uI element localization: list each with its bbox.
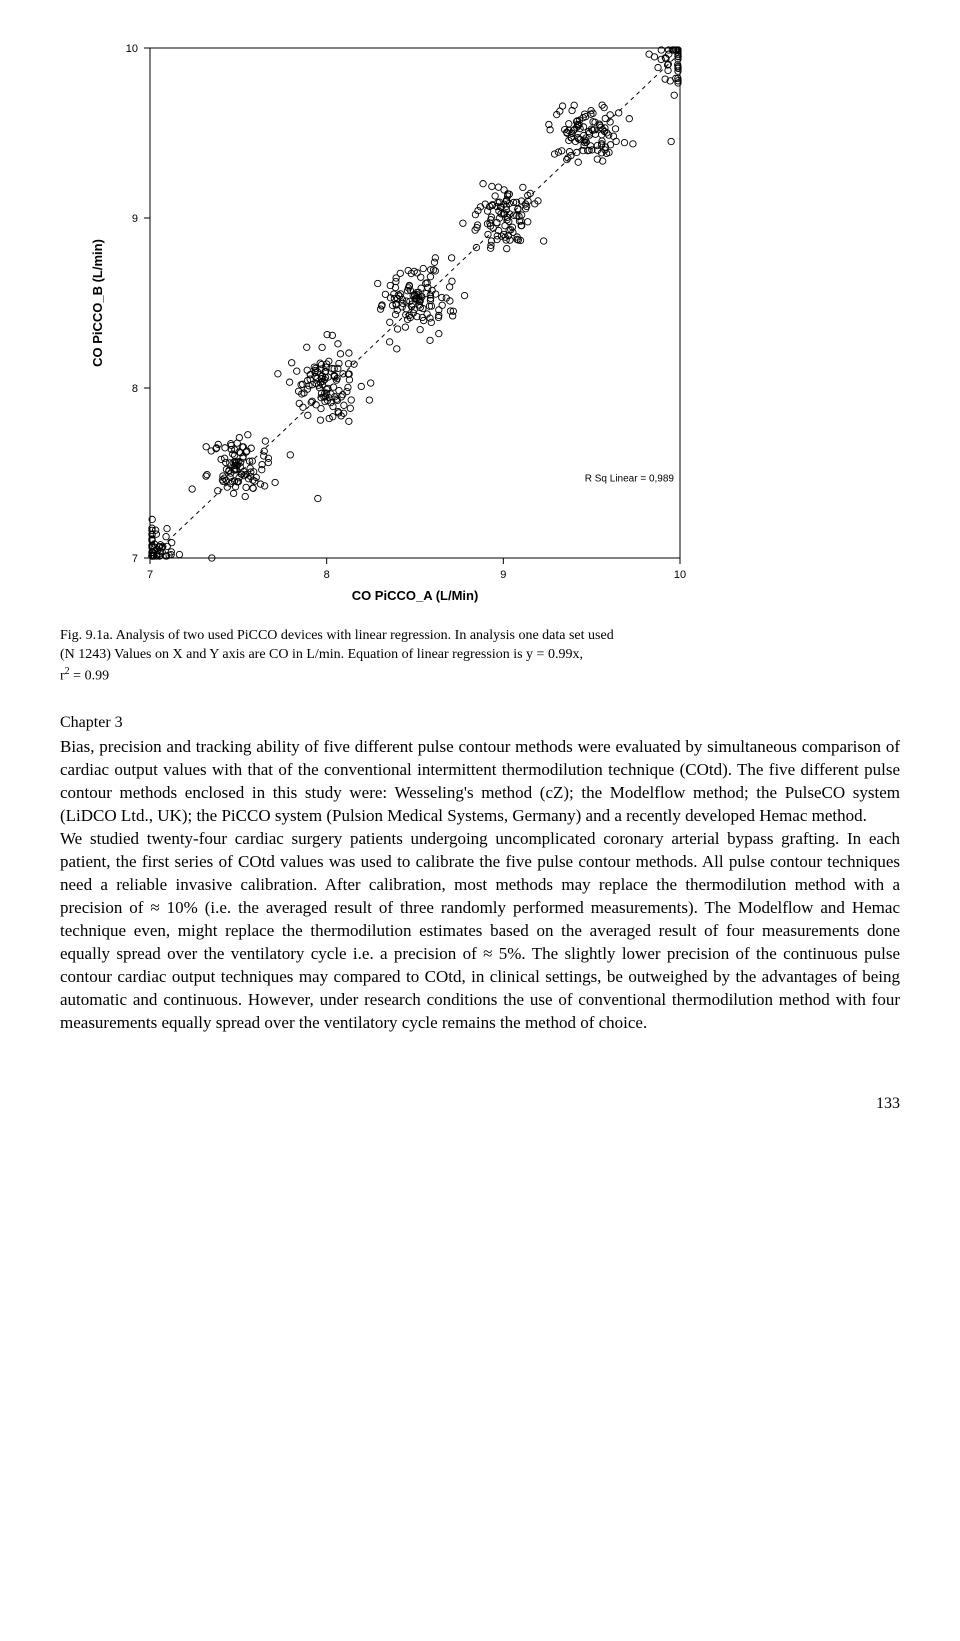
svg-text:CO PiCCO_B (L/min): CO PiCCO_B (L/min) — [90, 239, 105, 367]
caption-line2: (N 1243) Values on X and Y axis are CO i… — [60, 647, 583, 662]
svg-text:7: 7 — [147, 569, 153, 581]
figure-caption: Fig. 9.1a. Analysis of two used PiCCO de… — [60, 627, 900, 686]
svg-text:9: 9 — [500, 569, 506, 581]
svg-text:CO PiCCO_A (L/Min): CO PiCCO_A (L/Min) — [352, 588, 479, 603]
chart-svg: 7 8 9 10 7 8 9 10 CO PiCCO_A (L/Min) CO PiCCO_B (… — [80, 30, 700, 610]
page-number: 133 — [60, 1095, 900, 1113]
svg-text:8: 8 — [324, 569, 330, 581]
svg-text:R Sq Linear = 0,989: R Sq Linear = 0,989 — [585, 474, 675, 485]
svg-text:7: 7 — [132, 553, 138, 565]
svg-text:9: 9 — [132, 213, 138, 225]
svg-text:10: 10 — [126, 43, 138, 55]
body-text: Bias, precision and tracking ability of … — [60, 736, 900, 1034]
svg-text:8: 8 — [132, 383, 138, 395]
svg-text:10: 10 — [674, 569, 686, 581]
caption-line3-post: = 0.99 — [70, 668, 109, 683]
scatter-chart: 7 8 9 10 7 8 9 10 CO PiCCO_A (L/Min) CO PiCCO_B (… — [80, 30, 900, 615]
caption-line1: Fig. 9.1a. Analysis of two used PiCCO de… — [60, 628, 614, 643]
section-title: Chapter 3 — [60, 714, 900, 732]
